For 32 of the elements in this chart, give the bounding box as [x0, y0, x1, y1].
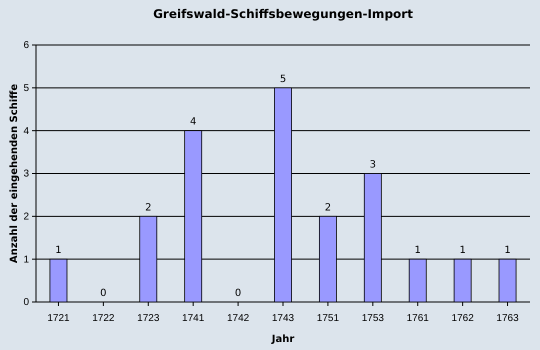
y-tick-label: 6 [23, 40, 30, 52]
data-label: 4 [190, 116, 196, 128]
x-tick-label: 1742 [226, 313, 250, 324]
x-tick-label: 1723 [137, 313, 160, 324]
x-tick-label: 1721 [47, 313, 70, 324]
x-tick-label: 1762 [452, 313, 474, 324]
data-label: 1 [459, 245, 466, 256]
x-axis-title: Jahr [270, 334, 294, 345]
x-tick-label: 1741 [182, 313, 205, 324]
data-label: 1 [55, 245, 62, 256]
y-tick-label: 2 [23, 212, 30, 223]
data-label: 0 [234, 288, 242, 299]
x-tick-label: 1743 [272, 313, 295, 324]
data-label: 5 [280, 74, 286, 85]
data-label: 1 [414, 245, 421, 256]
y-tick-label: 0 [23, 297, 30, 308]
x-tick-label: 1763 [496, 313, 520, 324]
y-tick-label: 4 [23, 126, 30, 137]
data-label: 1 [504, 245, 511, 256]
x-tick-label: 1753 [362, 313, 384, 324]
y-tick-label: 1 [23, 254, 30, 266]
x-tick-label: 1761 [406, 313, 430, 324]
chart-title: Greifswald-Schiffsbewegungen-Import [153, 7, 414, 21]
y-tick-label: 3 [23, 168, 30, 180]
x-tick-label: 1722 [92, 313, 115, 324]
data-label: 2 [145, 202, 152, 214]
data-label: 2 [324, 202, 332, 214]
x-tick-label: 1751 [316, 313, 340, 324]
y-tick-label: 5 [23, 83, 30, 94]
y-axis-title: Anzahl der eingehenden Schiffe [9, 84, 20, 264]
data-label: 3 [370, 160, 376, 170]
data-label: 0 [100, 288, 107, 299]
